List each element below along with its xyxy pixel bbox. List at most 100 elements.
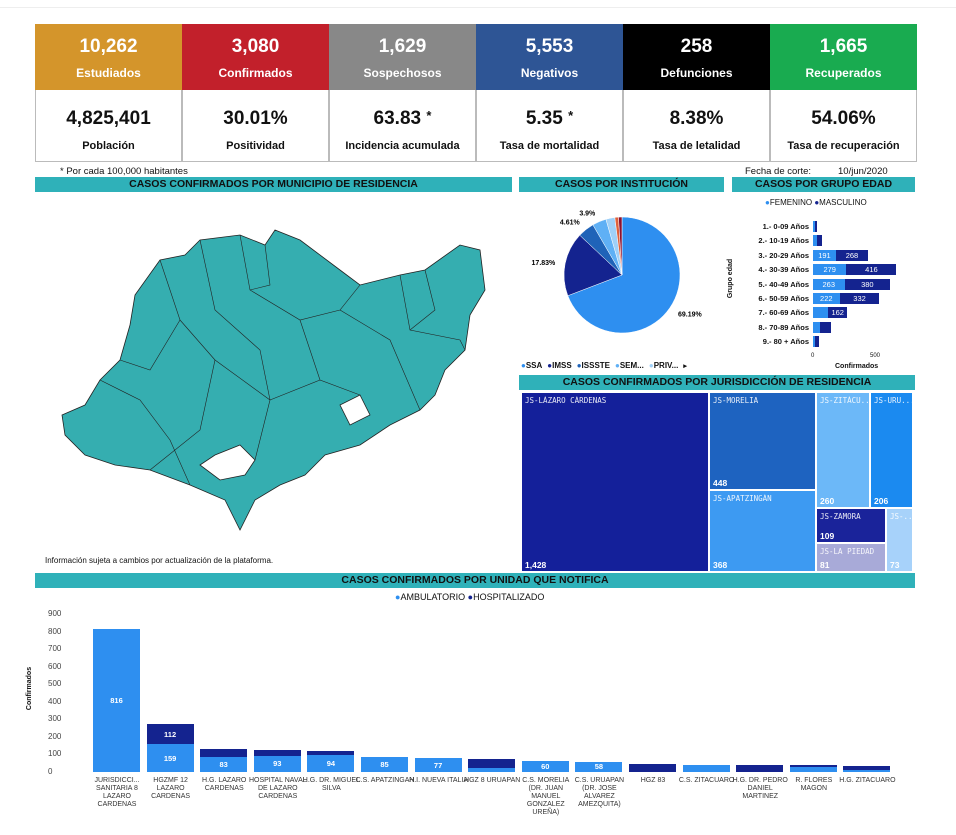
treemap-cell[interactable]: JS-LA PIEDAD 81 xyxy=(816,543,886,572)
treemap: JS-LÁZARO CÁRDENAS 1,428 JS-MORELIA 448 JS-A… xyxy=(521,392,913,572)
unit-bar[interactable]: 159 xyxy=(146,744,194,772)
kpi-value: 258 xyxy=(680,36,713,57)
rate-value: 30.01% xyxy=(223,108,288,129)
bar-ytick: 400 xyxy=(48,696,62,706)
unit-bar[interactable]: 83 xyxy=(200,757,248,772)
unit-bar[interactable] xyxy=(200,748,248,758)
treemap-name: JS-... xyxy=(890,512,913,521)
treemap-cell[interactable]: JS-ZAMORA 109 xyxy=(816,508,886,543)
pie-slice[interactable] xyxy=(618,216,623,276)
unit-bar[interactable]: 77 xyxy=(414,758,462,772)
unit-bar[interactable]: 93 xyxy=(253,755,301,772)
cutoff-label: Fecha de corte: xyxy=(745,166,812,177)
unit-bar[interactable]: 60 xyxy=(521,761,569,772)
treemap-value: 260 xyxy=(820,496,835,506)
kpi-label: Negativos xyxy=(520,66,579,80)
age-bar[interactable]: 268 xyxy=(835,249,869,261)
age-category: 6.- 50-59 Años xyxy=(758,294,809,303)
treemap-value: 109 xyxy=(820,531,835,541)
age-bar[interactable] xyxy=(813,321,820,333)
pie-label: 4.61% xyxy=(560,220,581,227)
age-bar[interactable]: 279 xyxy=(813,264,847,276)
legend-item[interactable]: ●SSA xyxy=(521,361,543,370)
legend-item[interactable]: ●ISSSTE xyxy=(576,361,610,370)
treemap-cell[interactable]: JS-... 73 xyxy=(886,508,913,572)
michoacan-map[interactable] xyxy=(40,200,500,550)
age-bar[interactable] xyxy=(814,221,817,232)
kpi-value: 1,629 xyxy=(378,36,427,57)
unit-bar[interactable]: 112 xyxy=(146,724,194,745)
age-category: 9.- 80 + Años xyxy=(762,337,809,347)
age-bar[interactable] xyxy=(813,221,815,232)
age-bar[interactable]: 162 xyxy=(828,307,848,319)
age-xtick: 0 xyxy=(811,353,815,359)
unit-bar[interactable] xyxy=(843,769,891,772)
bar-category: H.I. NUEVA ITALIA xyxy=(409,777,469,784)
treemap-cell[interactable]: JS-URU... 206 xyxy=(870,392,913,508)
kpi-sospechosos: 1,629 Sospechosos xyxy=(329,24,476,90)
unit-bar[interactable] xyxy=(843,765,891,770)
treemap-cell[interactable]: JS-LÁZARO CÁRDENAS 1,428 xyxy=(521,392,709,572)
unit-bar[interactable]: 94 xyxy=(307,755,355,772)
legend-item[interactable]: ●IMSS xyxy=(547,361,572,370)
age-bar[interactable]: 380 xyxy=(844,278,891,290)
unit-bar[interactable] xyxy=(789,765,837,767)
rate-label: Tasa de mortalidad xyxy=(499,140,600,152)
age-bar[interactable]: 332 xyxy=(839,293,880,304)
age-bar[interactable] xyxy=(813,336,816,348)
rate-value: 8.38% xyxy=(669,108,724,129)
age-bar[interactable]: 191 xyxy=(813,249,836,261)
header-institucion: CASOS POR INSTITUCIÓN xyxy=(519,177,724,192)
bar-ytick: 900 xyxy=(48,609,62,618)
kpi-label: Estudiados xyxy=(76,66,141,80)
bar-legend: ●AMBULATORIO ●HOSPITALIZADO xyxy=(395,592,544,602)
unit-bar[interactable] xyxy=(468,767,516,772)
unit-bar[interactable] xyxy=(789,766,837,772)
treemap-cell[interactable]: JS-ZITÁCU... 260 xyxy=(816,392,870,508)
map-note: Información sujeta a cambios por actuali… xyxy=(45,556,274,565)
unit-bar[interactable] xyxy=(629,764,676,772)
pie-slice[interactable] xyxy=(567,216,681,334)
bar-category: HOSPITAL NAVAL DE LAZARO CARDENAS xyxy=(248,777,307,800)
unit-bar[interactable]: 85 xyxy=(361,757,408,772)
age-category: 2.- 10-19 Años xyxy=(758,236,809,246)
legend-item[interactable]: ●AMBULATORIO xyxy=(395,592,466,602)
rate-card: 63.83 * Incidencia acumulada xyxy=(329,90,476,162)
bar-ytick: 200 xyxy=(48,731,62,741)
legend-next-icon[interactable]: ▸ xyxy=(683,363,687,370)
header-jurisdiccion: CASOS CONFIRMADOS POR JURISDICCIÓN DE RE… xyxy=(519,375,915,390)
age-bar[interactable] xyxy=(817,235,822,247)
header-unidad: CASOS CONFIRMADOS POR UNIDAD QUE NOTIFIC… xyxy=(35,573,915,588)
legend-item[interactable]: ●SEM... xyxy=(615,361,644,370)
unit-bar[interactable] xyxy=(307,751,355,756)
legend-item[interactable]: ●HOSPITALIZADO xyxy=(467,592,545,602)
pie-slice[interactable] xyxy=(563,234,623,297)
unit-bar[interactable] xyxy=(253,749,301,756)
age-category: 4.- 30-39 Años xyxy=(758,265,809,275)
bar-ytick: 100 xyxy=(48,749,62,759)
treemap-cell[interactable]: JS-APATZINGÁN 368 xyxy=(709,490,816,572)
age-bar[interactable] xyxy=(813,307,828,319)
age-bar[interactable] xyxy=(815,336,819,348)
age-bar[interactable]: 416 xyxy=(846,264,897,276)
unit-bar[interactable]: 58 xyxy=(575,761,623,772)
age-category: 1.- 0-09 Años xyxy=(762,222,809,231)
municipio-borders xyxy=(99,234,466,486)
treemap-name: JS-URU... xyxy=(874,396,913,405)
treemap-name: JS-LA PIEDAD xyxy=(820,547,875,556)
rate-value: 4,825,401 xyxy=(66,108,151,129)
rate-label: Positividad xyxy=(226,140,285,152)
age-bar[interactable]: 263 xyxy=(813,278,845,290)
treemap-cell[interactable]: JS-MORELIA 448 xyxy=(709,392,816,490)
age-bar[interactable] xyxy=(819,321,831,333)
unit-bar[interactable] xyxy=(736,764,784,772)
pie-label: 3.9% xyxy=(579,210,596,217)
legend-item[interactable]: ●PRIV... xyxy=(648,361,679,370)
age-bar[interactable]: 222 xyxy=(813,293,840,304)
unit-bar[interactable] xyxy=(682,764,730,772)
treemap-value: 368 xyxy=(713,560,728,570)
age-bar[interactable] xyxy=(813,235,818,247)
unit-bar[interactable] xyxy=(468,759,516,768)
unit-bar[interactable]: 816 xyxy=(93,628,140,772)
map-region[interactable] xyxy=(61,229,486,531)
